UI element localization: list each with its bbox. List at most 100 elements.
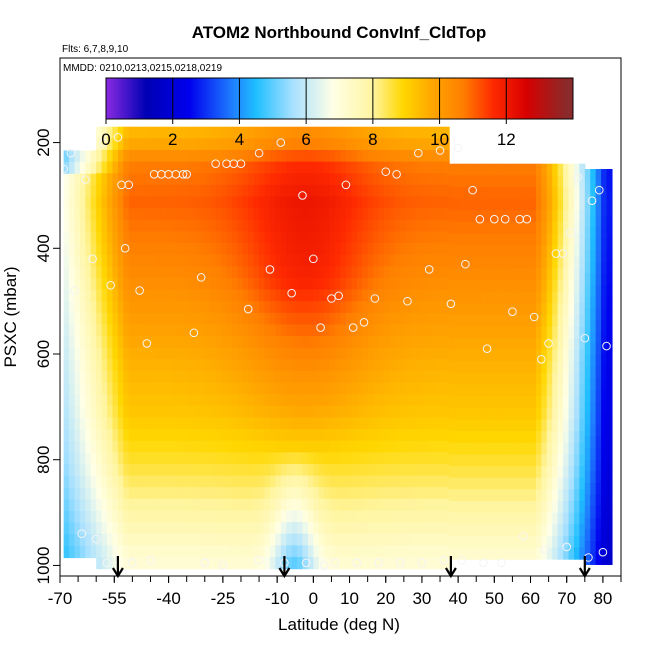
heatmap-cell [253, 266, 260, 279]
heatmap-cell [373, 452, 380, 465]
heatmap-cell [476, 454, 483, 467]
heatmap-cell [356, 301, 363, 314]
heatmap-cell [242, 324, 249, 337]
heatmap-cell [63, 452, 70, 466]
heatmap-cell [356, 138, 363, 151]
heatmap-cell [481, 256, 488, 269]
heatmap-cell [590, 238, 597, 251]
heatmap-cell [177, 347, 184, 360]
heatmap-cell [497, 396, 504, 409]
heatmap-cell [405, 149, 412, 163]
heatmap-cell [248, 417, 255, 430]
heatmap-cell [297, 289, 304, 302]
heatmap-cell [226, 370, 233, 384]
profile-marker [113, 132, 123, 142]
heatmap-cell [508, 535, 515, 549]
heatmap-cell [340, 463, 347, 477]
heatmap-cell [470, 175, 477, 188]
heatmap-cell [215, 370, 222, 384]
heatmap-cell [204, 266, 211, 279]
heatmap-cell [231, 277, 238, 291]
heatmap-cell [541, 349, 548, 362]
heatmap-cell [237, 243, 244, 256]
heatmap-cell [557, 419, 564, 432]
heatmap-cell [183, 475, 190, 488]
heatmap-cell [134, 545, 141, 558]
heatmap-cell [432, 440, 439, 453]
heatmap-cell [411, 254, 418, 267]
heatmap-cell [177, 301, 184, 314]
heatmap-cell [286, 161, 293, 174]
heatmap-cell [579, 442, 586, 456]
heatmap-cell [340, 382, 347, 395]
heatmap-cell [552, 466, 559, 479]
heatmap-cell [128, 161, 135, 174]
heatmap-cell [117, 231, 124, 244]
heatmap-cell [302, 196, 309, 209]
heatmap-cell [487, 163, 494, 176]
heatmap-cell [204, 452, 211, 465]
heatmap-cell [557, 280, 564, 293]
heatmap-cell [389, 219, 396, 232]
heatmap-cell [383, 336, 390, 349]
heatmap-cell [345, 487, 352, 500]
heatmap-cell [139, 254, 146, 267]
heatmap-cell [248, 266, 255, 279]
heatmap-cell [362, 475, 369, 488]
heatmap-cell [269, 522, 276, 535]
heatmap-cell [188, 254, 195, 267]
heatmap-cell [373, 336, 380, 349]
heatmap-cell [275, 161, 282, 174]
heatmap-cell [530, 186, 537, 200]
heatmap-cell [443, 184, 450, 198]
profile-marker [598, 547, 608, 557]
heatmap-cell [373, 173, 380, 186]
heatmap-cell [145, 452, 152, 465]
heatmap-cell [318, 498, 325, 512]
heatmap-cell [573, 384, 580, 397]
heatmap-cell [259, 336, 266, 349]
heatmap-cell [335, 452, 342, 465]
heatmap-cell [112, 161, 119, 174]
heatmap-cell [487, 233, 494, 246]
heatmap-cell [449, 291, 456, 304]
heatmap-cell [226, 254, 233, 267]
heatmap-cell [508, 512, 515, 525]
heatmap-cell [552, 361, 559, 374]
heatmap-cell [378, 266, 385, 279]
heatmap-cell [590, 552, 597, 565]
heatmap-cell [340, 277, 347, 291]
heatmap-cell [280, 487, 287, 500]
heatmap-cell [145, 149, 152, 163]
heatmap-cell [584, 331, 591, 345]
heatmap-cell [492, 384, 499, 397]
heatmap-cell [269, 475, 276, 488]
heatmap-cell [400, 405, 407, 419]
heatmap-cell [166, 149, 173, 163]
heatmap-cell [584, 459, 591, 472]
heatmap-cell [302, 219, 309, 232]
heatmap-cell [454, 419, 461, 432]
heatmap-cell [535, 291, 542, 304]
heatmap-cell [389, 394, 396, 407]
heatmap-cell [193, 126, 200, 139]
heatmap-cell [563, 535, 570, 549]
heatmap-cell [394, 522, 401, 535]
heatmap-cell [172, 336, 179, 349]
heatmap-cell [280, 463, 287, 477]
heatmap-cell [383, 510, 390, 523]
heatmap-cell [383, 277, 390, 291]
heatmap-cell [286, 405, 293, 419]
heatmap-cell [535, 489, 542, 502]
heatmap-cell [297, 347, 304, 360]
heatmap-cell [595, 413, 602, 426]
heatmap-cell [329, 138, 336, 151]
heatmap-cell [161, 394, 168, 407]
heatmap-cell [373, 184, 380, 198]
heatmap-cell [183, 231, 190, 244]
heatmap-cell [595, 366, 602, 379]
heatmap-cell [237, 452, 244, 465]
heatmap-cell [248, 452, 255, 465]
heatmap-cell [264, 347, 271, 360]
heatmap-cell [112, 394, 119, 407]
